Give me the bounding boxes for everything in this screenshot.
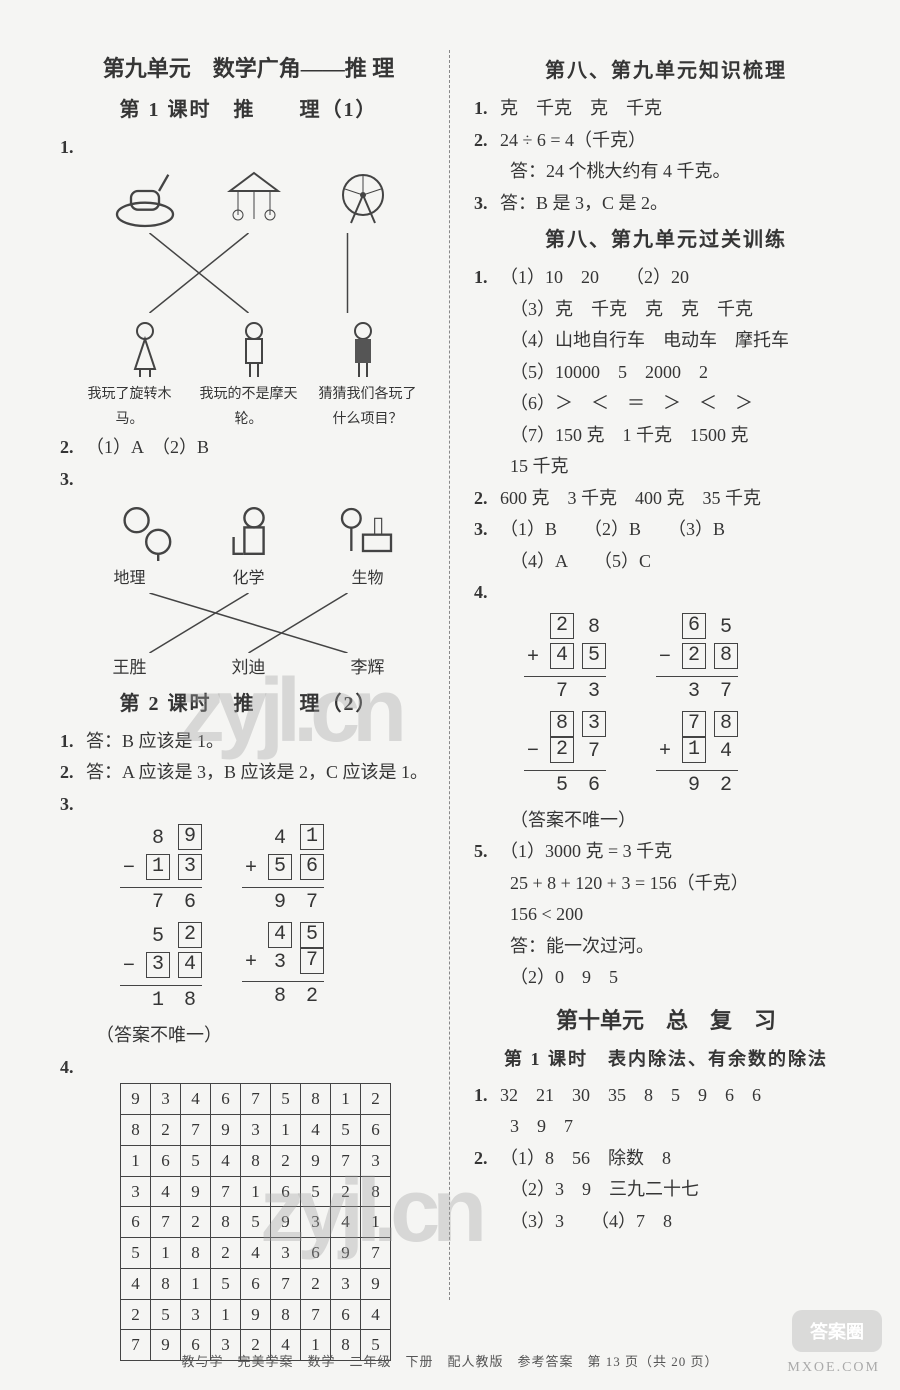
- q3-names: 王胜 刘迪 李辉: [70, 653, 427, 683]
- answer-badge: 答案圈: [792, 1310, 882, 1352]
- u10-q2-0: （1）8 56 除数 8: [500, 1143, 671, 1175]
- lesson2-title: 第 2 课时 推 理（2）: [60, 687, 437, 722]
- u10-q1b: 3 9 7: [474, 1111, 858, 1143]
- boy1-icon: [219, 319, 289, 379]
- r-q3: 答：B 是 3，C 是 2。: [500, 188, 668, 220]
- q3-num: 3.: [60, 464, 86, 496]
- t1-4: （6）＞ ＜ ＝ ＞ ＜ ＞: [474, 388, 858, 420]
- l2-q3-arith-row2: 52−341845+3782: [60, 922, 437, 1016]
- sec2-title: 第八、第九单元过关训练: [474, 223, 858, 258]
- carousel-icon: [219, 169, 289, 229]
- r-q1: 克 千克 克 千克: [500, 93, 662, 125]
- t5-4: （2）0 9 5: [474, 962, 858, 994]
- t5-1: 25 + 8 + 120 + 3 = 156（千克）: [474, 868, 858, 900]
- sec1-title: 第八、第九单元知识梳理: [474, 54, 858, 89]
- t3a: （1）B （2）B （3）B: [500, 514, 725, 546]
- unit10-title: 第十单元 总 复 习: [474, 1002, 858, 1041]
- t1-1: （3）克 千克 克 克 千克: [474, 294, 858, 326]
- t1-0: （1）10 20 （2）20: [500, 262, 689, 294]
- t1-3: （5）10000 5 2000 2: [474, 357, 858, 389]
- t5-2: 156 < 200: [474, 899, 858, 931]
- chemistry-icon: [219, 501, 289, 561]
- l2-q4-grid: 9346758128279314561654829733497165286728…: [120, 1083, 391, 1361]
- t1-6: 15 千克: [474, 451, 858, 483]
- q3-subjects-row: [90, 501, 417, 561]
- u10-q2-1: （2）3 9 三九二十七: [474, 1174, 858, 1206]
- q3-match-lines: [100, 593, 397, 653]
- t4-arith-row2: 83−275678+1492: [474, 711, 858, 801]
- q3-subject-labels: 地理 化学 生物: [70, 565, 427, 593]
- q1-match-lines: [100, 233, 397, 313]
- lesson1-title: 第 1 课时 推 理（1）: [60, 93, 437, 128]
- ferris-wheel-icon: [328, 169, 398, 229]
- q1-captions: 我玩了旋转木马。 我玩的不是摩天轮。 猜猜我们各玩了什么项目？: [70, 383, 427, 432]
- q1-rides-row: [90, 169, 417, 229]
- t5-0: （1）3000 克 = 3 千克: [500, 836, 672, 868]
- u10-q2-2: （3）3 （4）7 8: [474, 1206, 858, 1238]
- q1-kids-row: [90, 319, 417, 379]
- biology-icon: [328, 501, 398, 561]
- mxoe-text: MXOE.COM: [787, 1360, 880, 1376]
- unit9-title: 第九单元 数学广角——推 理: [60, 50, 437, 89]
- l2-q3-arith-row1: 89−137641+5697: [60, 824, 437, 918]
- kid2-caption: 我玩的不是摩天轮。: [199, 383, 299, 432]
- t3b: （4）A （5）C: [474, 546, 858, 578]
- kid1-caption: 我玩了旋转木马。: [80, 383, 180, 432]
- geography-icon: [110, 501, 180, 561]
- l2-q1: 答：B 应该是 1。: [86, 726, 224, 758]
- t1-2: （4）山地自行车 电动车 摩托车: [474, 325, 858, 357]
- u10-q1a: 32 21 30 35 8 5 9 6 6: [500, 1080, 761, 1112]
- r-q2b: 答：24 个桃大约有 4 千克。: [474, 156, 858, 188]
- t1-5: （7）150 克 1 千克 1500 克: [474, 420, 858, 452]
- t4-arith-row1: 28+457365−2837: [474, 613, 858, 707]
- t2: 600 克 3 千克 400 克 35 千克: [500, 483, 761, 515]
- page-footer: 教与学 完美学案 数学 二年级 下册 配人教版 参考答案 第 13 页（共 20…: [0, 1351, 900, 1370]
- t4-note: （答案不唯一）: [474, 805, 858, 837]
- kid3-caption: 猜猜我们各玩了什么项目？: [318, 383, 418, 432]
- u10-l1-title: 第 1 课时 表内除法、有余数的除法: [474, 1044, 858, 1076]
- girl-icon: [110, 319, 180, 379]
- q2-text: （1）A （2）B: [86, 432, 209, 464]
- q1-num: 1.: [60, 132, 86, 164]
- t5-3: 答：能一次过河。: [474, 931, 858, 963]
- l2-q2: 答：A 应该是 3，B 应该是 2，C 应该是 1。: [86, 757, 428, 789]
- r-q2a: 24 ÷ 6 = 4（千克）: [500, 125, 646, 157]
- q2-num: 2.: [60, 432, 86, 464]
- boy2-icon: [328, 319, 398, 379]
- bumper-car-icon: [110, 169, 180, 229]
- l2-q3-note: （答案不唯一）: [60, 1020, 437, 1052]
